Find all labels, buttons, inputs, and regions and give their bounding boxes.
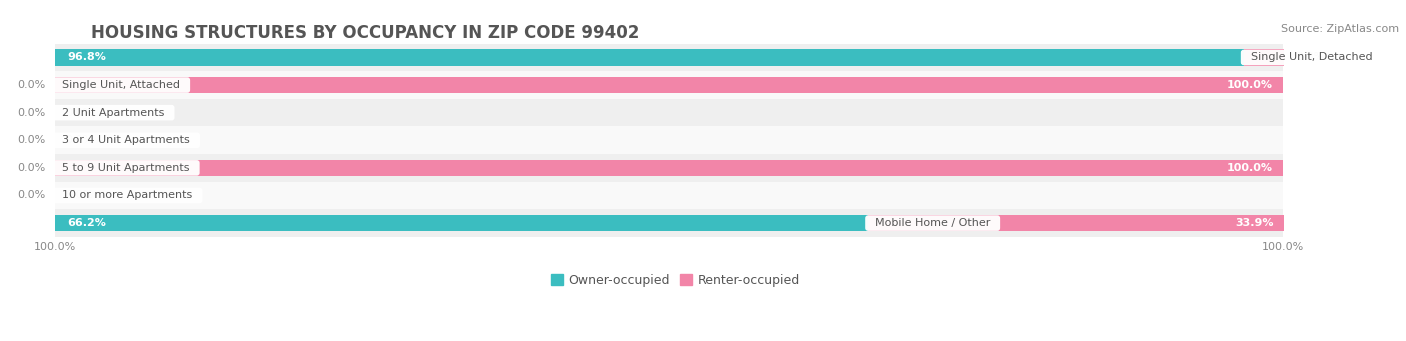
Legend: Owner-occupied, Renter-occupied: Owner-occupied, Renter-occupied [551, 274, 800, 287]
Text: 0.0%: 0.0% [17, 163, 45, 173]
Text: Mobile Home / Other: Mobile Home / Other [868, 218, 997, 228]
Bar [55, 44, 1282, 71]
Bar [55, 209, 1282, 237]
Text: Single Unit, Detached: Single Unit, Detached [1244, 53, 1379, 62]
Text: 3 or 4 Unit Apartments: 3 or 4 Unit Apartments [55, 135, 197, 145]
Bar [55, 182, 1282, 209]
Text: 5 to 9 Unit Apartments: 5 to 9 Unit Apartments [55, 163, 197, 173]
Bar [55, 154, 1282, 182]
Text: 96.8%: 96.8% [67, 53, 107, 62]
Text: 100.0%: 100.0% [1227, 80, 1272, 90]
Text: 0.0%: 0.0% [17, 108, 45, 118]
Bar [1244, 49, 1284, 66]
Text: 0.0%: 0.0% [65, 108, 93, 118]
Bar [55, 160, 1282, 176]
Text: 0.0%: 0.0% [17, 80, 45, 90]
Text: 2 Unit Apartments: 2 Unit Apartments [55, 108, 172, 118]
Text: 33.9%: 33.9% [1236, 218, 1274, 228]
Bar [868, 215, 1284, 232]
Text: 3.3%: 3.3% [1296, 53, 1324, 62]
Text: 10 or more Apartments: 10 or more Apartments [55, 191, 200, 201]
Text: Source: ZipAtlas.com: Source: ZipAtlas.com [1281, 24, 1399, 34]
Text: Single Unit, Attached: Single Unit, Attached [55, 80, 187, 90]
Text: 100.0%: 100.0% [1227, 163, 1272, 173]
Bar [55, 215, 868, 232]
Bar [55, 71, 1282, 99]
Bar [55, 49, 1244, 66]
Bar [55, 77, 1282, 93]
Text: 0.0%: 0.0% [65, 135, 93, 145]
Text: 0.0%: 0.0% [17, 191, 45, 201]
Text: 0.0%: 0.0% [65, 191, 93, 201]
Bar [55, 99, 1282, 127]
Text: HOUSING STRUCTURES BY OCCUPANCY IN ZIP CODE 99402: HOUSING STRUCTURES BY OCCUPANCY IN ZIP C… [91, 24, 640, 42]
Text: 0.0%: 0.0% [17, 135, 45, 145]
Bar [55, 127, 1282, 154]
Text: 66.2%: 66.2% [67, 218, 107, 228]
